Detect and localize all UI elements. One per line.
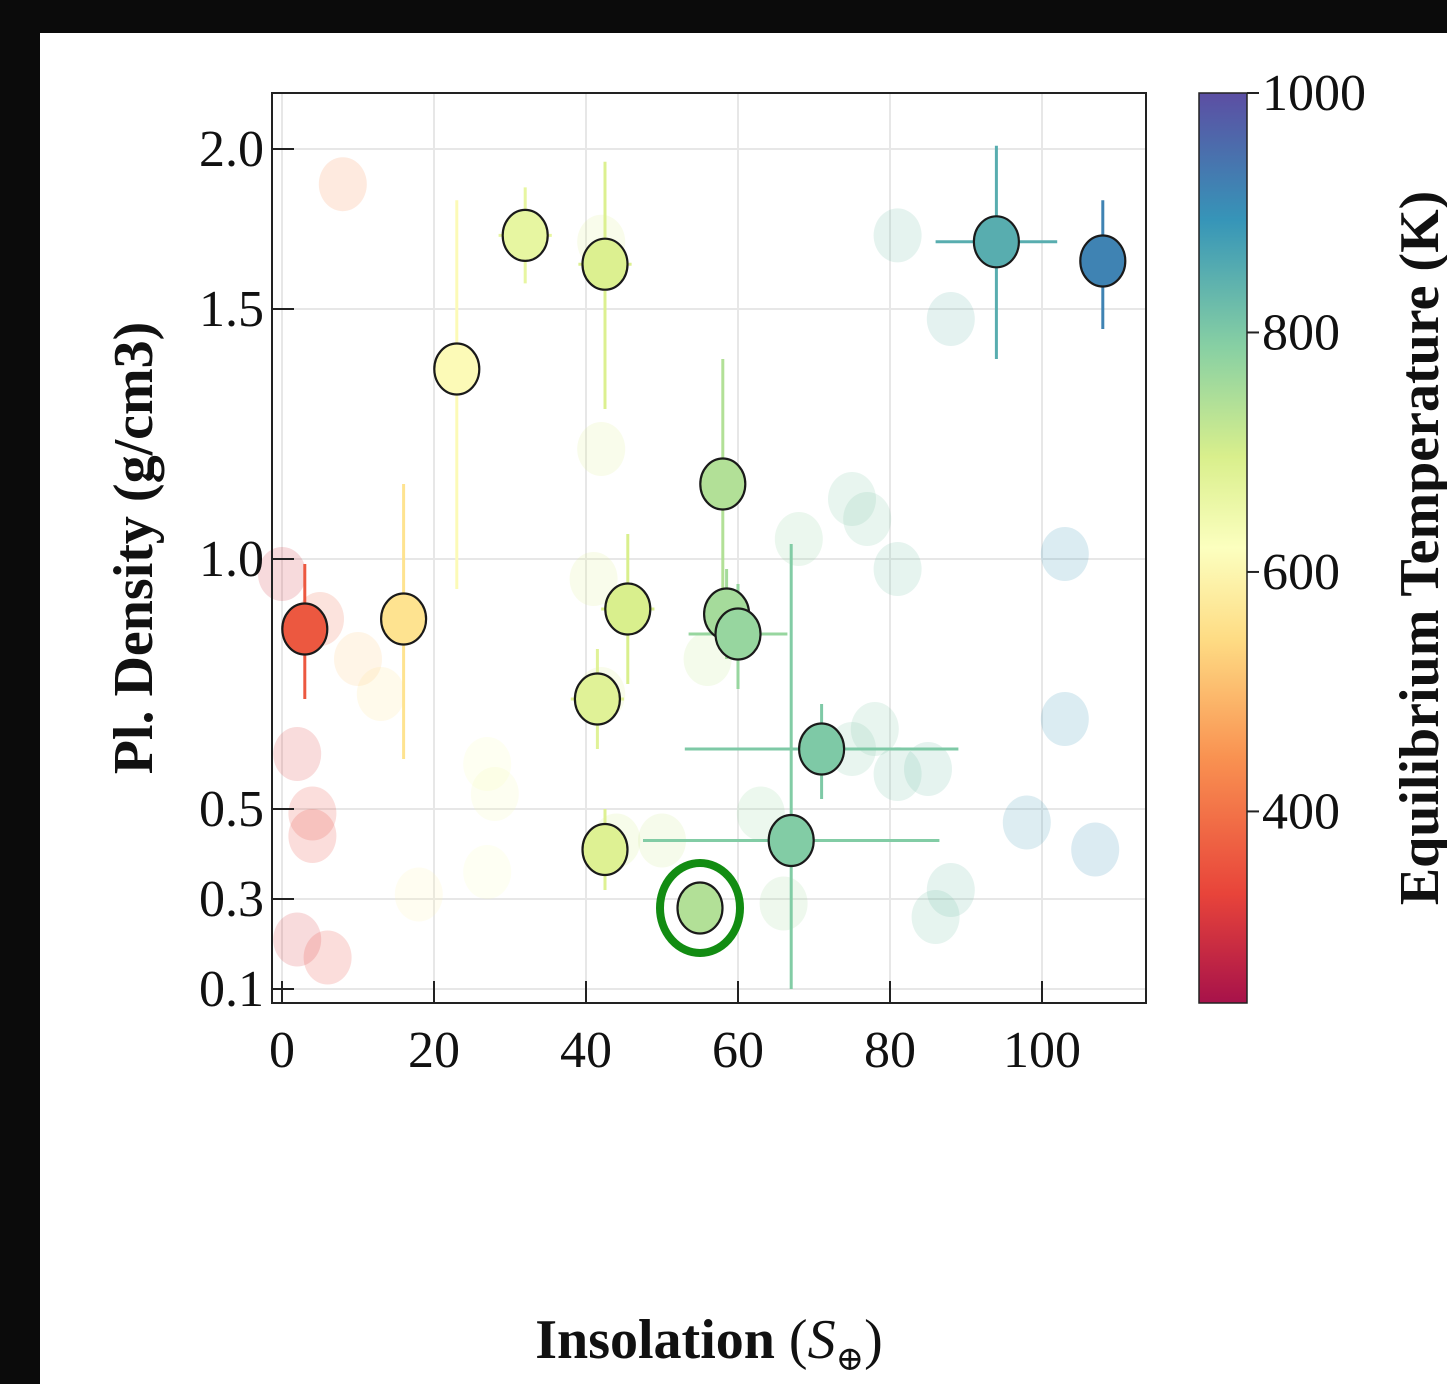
data-point	[573, 672, 622, 726]
x-tick-label: 20	[408, 1022, 460, 1079]
y-tick-label: 0.1	[199, 961, 264, 1018]
plot-frame	[271, 92, 1147, 1004]
y-tick-label: 0.5	[199, 781, 264, 838]
data-point	[714, 607, 762, 661]
data-point	[281, 602, 329, 656]
faded-data-point	[828, 472, 876, 526]
faded-data-point	[1040, 692, 1089, 746]
colorbar-tick-label: 400	[1262, 783, 1340, 840]
faded-data-point	[273, 912, 322, 967]
faded-data-point	[288, 786, 337, 841]
faded-data-point	[873, 542, 922, 596]
y-axis-ticks: 0.1 0.3 0.5 1.0 1.5 2.0	[199, 121, 294, 1018]
data-point	[699, 457, 747, 511]
colorbar-tick-label: 800	[1262, 304, 1340, 361]
faded-data-point	[926, 863, 975, 917]
x-tick-label: 80	[864, 1022, 916, 1079]
faded-data-point	[926, 292, 975, 346]
faded-data-point	[850, 702, 899, 756]
faded-data-point	[334, 632, 382, 686]
y-tick-label: 1.0	[199, 531, 264, 588]
x-tick-label: 100	[1003, 1022, 1081, 1079]
faded-data-point	[774, 512, 823, 566]
faded-data-point	[873, 208, 922, 263]
y-axis-title: Pl. Density (g/cm3)	[103, 322, 165, 775]
faded-data-point	[303, 930, 352, 985]
colorbar-ticks: 400 600 800 1000	[1247, 65, 1366, 840]
grid-lines	[272, 93, 1146, 1003]
faded-data-point	[356, 667, 405, 721]
data-point	[767, 813, 815, 868]
faded-data-point	[394, 867, 443, 922]
faded-data-point	[258, 547, 306, 601]
y-tick-label: 0.3	[199, 871, 264, 928]
faded-data-point	[577, 422, 626, 476]
x-axis-title: Insolation (S⊕)	[535, 1309, 882, 1378]
highlight-layer	[656, 859, 744, 957]
x-tick-label: 40	[560, 1022, 612, 1079]
figure-canvas: 0 20 40 60 80 100 0.1 0.3 0.5 1.0 1.5 2.0 Insolati…	[40, 33, 1447, 1384]
data-point	[972, 215, 1021, 269]
faded-data-point	[273, 727, 322, 781]
colorbar-title: Equilibrium Temperature (K)	[1389, 191, 1447, 906]
x-tick-label: 0	[269, 1022, 295, 1079]
data-point	[581, 822, 629, 877]
colorbar	[1198, 92, 1248, 1004]
colorbar-tick-label: 1000	[1262, 65, 1366, 122]
data-point	[604, 582, 652, 636]
data-point	[433, 342, 481, 396]
faded-data-point	[1040, 527, 1089, 581]
points-layer	[281, 208, 1127, 935]
scatter-chart: 0 20 40 60 80 100 0.1 0.3 0.5 1.0 1.5 2.0 Insolati…	[103, 65, 1447, 1378]
faded-data-point	[288, 809, 337, 863]
y-tick-label: 1.5	[199, 281, 264, 338]
data-point	[380, 592, 428, 646]
x-axis-ticks: 0 20 40 60 80 100	[269, 981, 1081, 1079]
faded-data-point	[318, 157, 367, 212]
faded-data-point	[873, 747, 922, 801]
data-point	[676, 881, 724, 935]
data-point	[501, 208, 549, 262]
data-point	[581, 237, 629, 291]
faded-data-point	[463, 845, 512, 899]
faded-points-layer	[258, 157, 1120, 985]
faded-data-point	[759, 876, 808, 931]
faded-data-point	[463, 737, 512, 791]
faded-data-point	[569, 552, 618, 606]
faded-data-point	[843, 492, 892, 546]
faded-data-point	[470, 767, 519, 821]
faded-data-point	[1002, 795, 1051, 850]
data-point	[1079, 234, 1127, 288]
data-point	[797, 722, 846, 776]
faded-data-point	[911, 890, 960, 944]
x-axis-title-subscript: ⊕	[836, 1341, 865, 1378]
x-axis-title-symbol: S	[808, 1309, 836, 1371]
y-tick-label: 2.0	[199, 121, 264, 178]
colorbar-tick-label: 600	[1262, 544, 1340, 601]
x-axis-title-text: Insolation	[535, 1309, 775, 1371]
faded-data-point	[904, 742, 952, 796]
x-tick-label: 60	[712, 1022, 764, 1079]
faded-data-point	[1071, 822, 1120, 877]
highlight-ring	[656, 859, 744, 957]
